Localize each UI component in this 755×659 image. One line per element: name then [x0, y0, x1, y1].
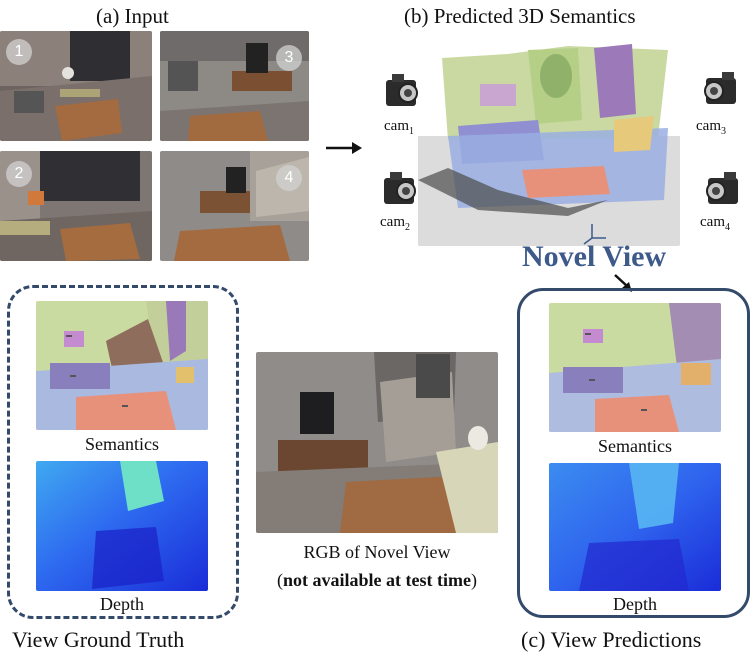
- gt-sem-tag: [70, 375, 76, 377]
- input-view-1: 1: [0, 31, 152, 141]
- rgb-novel-view-image: [256, 352, 498, 533]
- camera-2-label: cam2: [380, 214, 410, 233]
- predictions-title: (c) View Predictions: [521, 627, 702, 652]
- pred-sem-tag: [585, 333, 591, 335]
- novel-view-label: Novel View: [522, 240, 667, 273]
- gt-sem-tag: [66, 335, 72, 337]
- input-title: (a) Input: [96, 4, 169, 28]
- rgb-caption-line1: RGB of Novel View: [303, 542, 451, 562]
- gt-semantics-label: Semantics: [85, 434, 159, 454]
- camera-3-label: cam3: [696, 118, 726, 137]
- view-badge-2: 2: [6, 161, 32, 187]
- view-badge-4: 4: [276, 165, 302, 191]
- ground-truth-frame: [7, 285, 239, 619]
- predicted-depth-image: [549, 463, 721, 591]
- camera-4-label: cam4: [700, 214, 730, 233]
- rgb-caption-line2: (not available at test time): [277, 570, 477, 590]
- gt-depth-label: Depth: [100, 594, 144, 614]
- ground-truth-depth-image: [36, 461, 208, 591]
- gt-sem-tag: [122, 405, 128, 407]
- camera-3-icon: [704, 72, 736, 104]
- view-badge-3: 3: [276, 45, 302, 71]
- input-view-2: 2: [0, 151, 152, 261]
- predicted-title: (b) Predicted 3D Semantics: [404, 4, 636, 28]
- camera-2-icon: [384, 172, 416, 204]
- pred-sem-tag: [641, 409, 647, 411]
- pred-depth-label: Depth: [613, 594, 657, 614]
- camera-4-icon: [706, 172, 738, 204]
- input-view-3: 3: [160, 31, 309, 141]
- pred-sem-tag: [589, 379, 595, 381]
- input-view-4: 4: [160, 151, 309, 261]
- pred-semantics-label: Semantics: [598, 436, 672, 456]
- ground-truth-title: View Ground Truth: [12, 627, 185, 652]
- camera-1-label: cam1: [384, 118, 414, 137]
- view-badge-1: 1: [6, 39, 32, 65]
- predicted-3d-scene: [418, 40, 680, 246]
- arrow-right-icon: [326, 142, 362, 154]
- camera-1-icon: [386, 74, 418, 106]
- ground-truth-semantics-image: [36, 301, 208, 430]
- predictions-frame: [517, 288, 750, 618]
- predicted-semantics-image: [549, 303, 721, 432]
